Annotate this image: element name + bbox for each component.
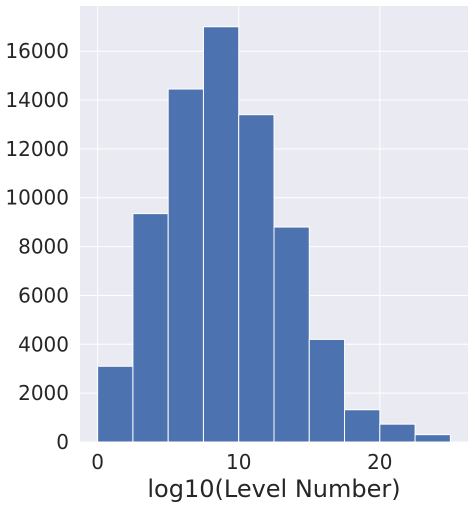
histogram-bar [380,424,415,442]
y-tick-label: 2000 [18,381,69,405]
y-tick-label: 10000 [5,186,69,210]
y-tick-label: 14000 [5,88,69,112]
y-tick-labels: 0 2000 4000 6000 8000 10000 12000 14000 16000 [5,39,69,454]
histogram-bar [274,227,309,442]
y-tick-label: 0 [56,430,69,454]
histogram-bar [133,214,168,442]
y-tick-label: 4000 [18,332,69,356]
histogram-bar [415,435,450,442]
histogram-bar [309,339,344,442]
histogram-bar [345,410,380,442]
y-tick-label: 12000 [5,137,69,161]
y-tick-label: 16000 [5,39,69,63]
y-tick-label: 8000 [18,235,69,259]
x-tick-labels: 0 10 20 [91,450,392,474]
x-tick-label: 20 [367,450,392,474]
y-tick-label: 6000 [18,283,69,307]
x-tick-label: 10 [226,450,251,474]
histogram-bar [98,366,133,442]
histogram-bar [203,27,238,442]
x-tick-label: 0 [91,450,104,474]
histogram-bar [239,115,274,442]
x-axis-label: log10(Level Number) [147,475,400,503]
histogram-bar [168,89,203,442]
